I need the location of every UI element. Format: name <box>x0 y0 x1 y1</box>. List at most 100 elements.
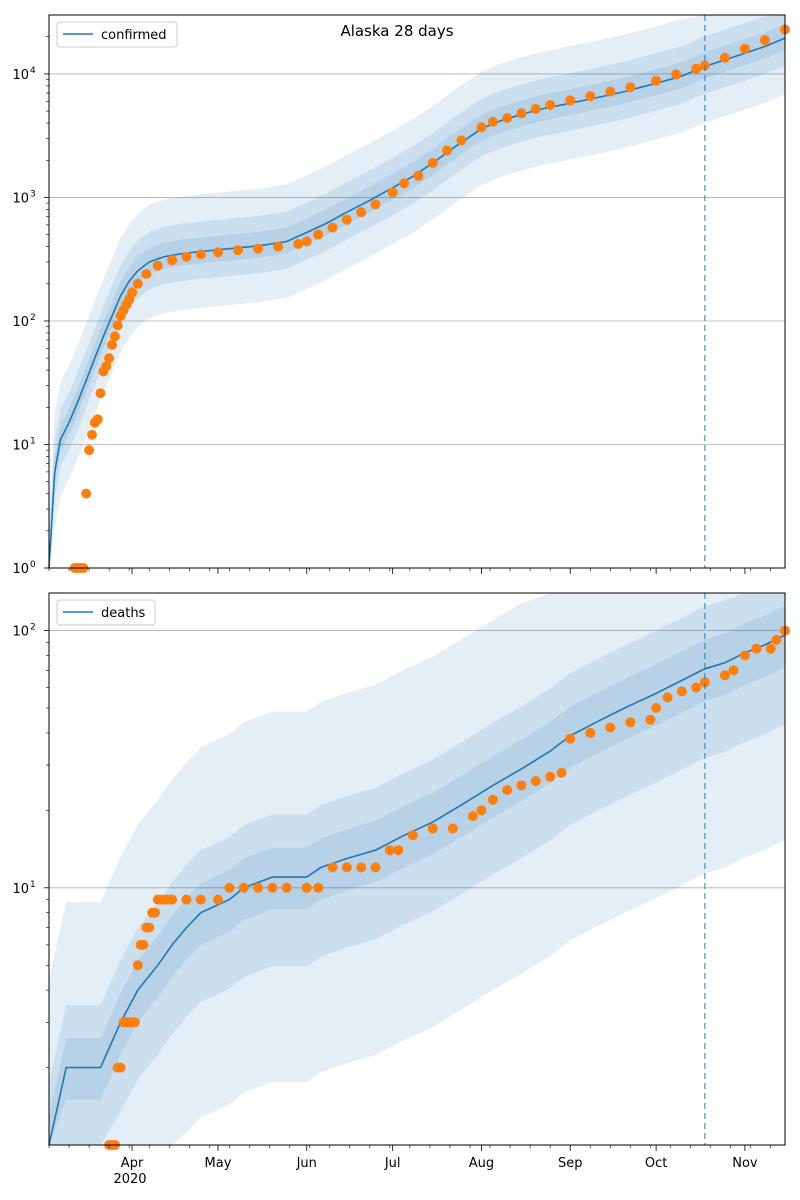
y-tick-label: 10 <box>12 882 29 897</box>
observed-point <box>370 199 381 210</box>
observed-point <box>370 862 381 873</box>
observed-point <box>132 278 143 289</box>
observed-point <box>95 388 106 399</box>
x-tick-label: Apr <box>121 1156 144 1171</box>
observed-point <box>112 320 123 331</box>
legend-label-confirmed: confirmed <box>101 28 167 43</box>
observed-point <box>104 353 115 364</box>
observed-point <box>138 939 149 950</box>
observed-point <box>476 122 487 133</box>
x-axis-year-label: 2020 <box>113 1172 146 1187</box>
observed-point <box>765 643 776 654</box>
observed-point <box>233 245 243 256</box>
y-tick-exponent: 4 <box>30 66 36 76</box>
deaths-grid <box>49 630 785 889</box>
observed-point <box>181 894 192 905</box>
observed-point <box>313 882 324 893</box>
observed-point <box>253 243 264 254</box>
uncertainty-band-2 <box>49 593 785 1145</box>
legend-label-deaths: deaths <box>101 606 146 621</box>
observed-point <box>691 682 702 693</box>
deaths-legend: deaths <box>56 599 156 626</box>
observed-point <box>129 1017 140 1028</box>
observed-point <box>356 862 367 873</box>
uncertainty-band-1 <box>49 15 785 568</box>
confirmed-uncertainty-bands <box>49 15 785 568</box>
confirmed-grid <box>49 73 785 445</box>
observed-point <box>516 108 527 119</box>
observed-point <box>739 43 750 54</box>
observed-point <box>456 135 467 146</box>
y-tick-exponent: 1 <box>30 436 36 446</box>
observed-point <box>167 255 178 266</box>
y-tick-label: 10 <box>12 315 29 330</box>
observed-point <box>281 882 292 893</box>
observed-point <box>107 339 117 350</box>
y-tick-label: 10 <box>12 191 29 206</box>
x-tick-label: May <box>205 1156 232 1171</box>
observed-point <box>132 960 143 971</box>
observed-point <box>144 922 155 933</box>
observed-point <box>293 239 304 249</box>
observed-point <box>625 717 636 728</box>
observed-point <box>719 670 730 681</box>
observed-point <box>691 63 702 74</box>
observed-point <box>585 727 596 738</box>
observed-point <box>662 692 673 703</box>
x-tick-label: Oct <box>645 1156 667 1171</box>
uncertainty-band-2 <box>49 15 785 568</box>
observed-point <box>585 91 596 102</box>
observed-point <box>530 104 541 114</box>
observed-point <box>476 805 487 816</box>
y-tick-label: 10 <box>12 625 29 640</box>
y-tick-label: 10 <box>12 562 29 577</box>
observed-point <box>341 862 352 873</box>
uncertainty-band-1 <box>49 593 785 1145</box>
observed-point <box>751 643 762 654</box>
x-tick-label: Nov <box>732 1156 758 1171</box>
observed-point <box>213 247 223 258</box>
observed-point <box>605 86 616 97</box>
deaths-observed-points <box>104 625 790 1150</box>
observed-point <box>407 830 418 841</box>
y-tick-exponent: 3 <box>30 189 36 199</box>
observed-point <box>605 722 616 733</box>
observed-point <box>384 845 395 856</box>
observed-point <box>238 882 249 893</box>
observed-point <box>356 207 367 218</box>
y-tick-label: 10 <box>12 438 29 453</box>
y-tick-label: 10 <box>12 68 29 83</box>
model-line <box>48 634 786 1146</box>
observed-point <box>645 714 656 725</box>
observed-point <box>760 35 770 46</box>
observed-point <box>545 771 556 782</box>
y-tick-exponent: 2 <box>30 313 36 323</box>
observed-point <box>556 767 567 778</box>
observed-point <box>676 686 687 697</box>
observed-point <box>101 361 112 372</box>
observed-point <box>427 158 438 168</box>
observed-point <box>487 794 498 805</box>
observed-point <box>399 178 410 189</box>
confirmed-plot-area <box>49 15 785 568</box>
x-tick-label: Jun <box>296 1156 317 1171</box>
figure-title: Alaska 28 days <box>340 22 453 40</box>
deaths-model <box>48 634 786 1146</box>
observed-point <box>273 241 284 252</box>
deaths-uncertainty-bands <box>49 593 785 1145</box>
observed-point <box>301 882 312 893</box>
confirmed-x-axis <box>48 568 771 574</box>
observed-point <box>447 823 458 834</box>
observed-point <box>313 229 324 240</box>
observed-point <box>301 236 312 247</box>
observed-point <box>253 882 264 893</box>
observed-point <box>467 811 478 822</box>
observed-point <box>502 113 513 123</box>
observed-point <box>565 95 576 106</box>
observed-point <box>393 845 404 856</box>
observed-point <box>625 82 636 93</box>
